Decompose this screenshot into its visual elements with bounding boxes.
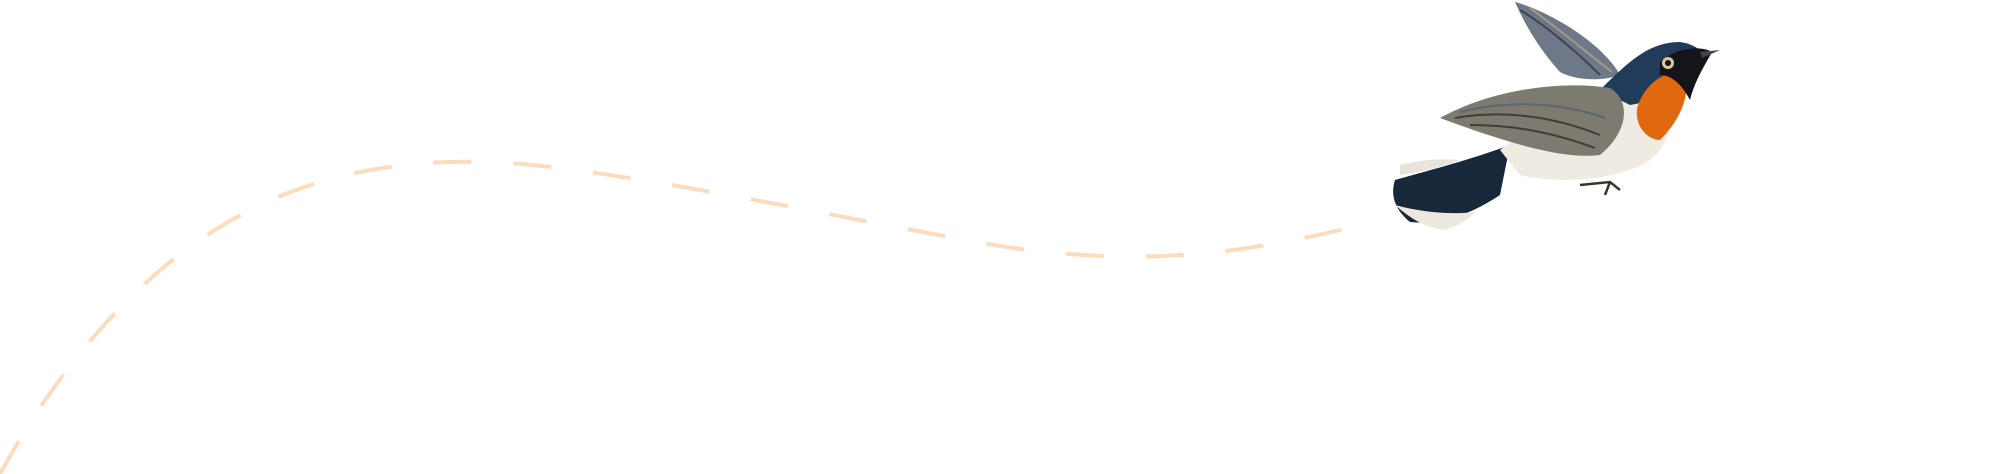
- dashed-flight-path: [0, 159, 1353, 474]
- bird-icon: [1393, 2, 1720, 230]
